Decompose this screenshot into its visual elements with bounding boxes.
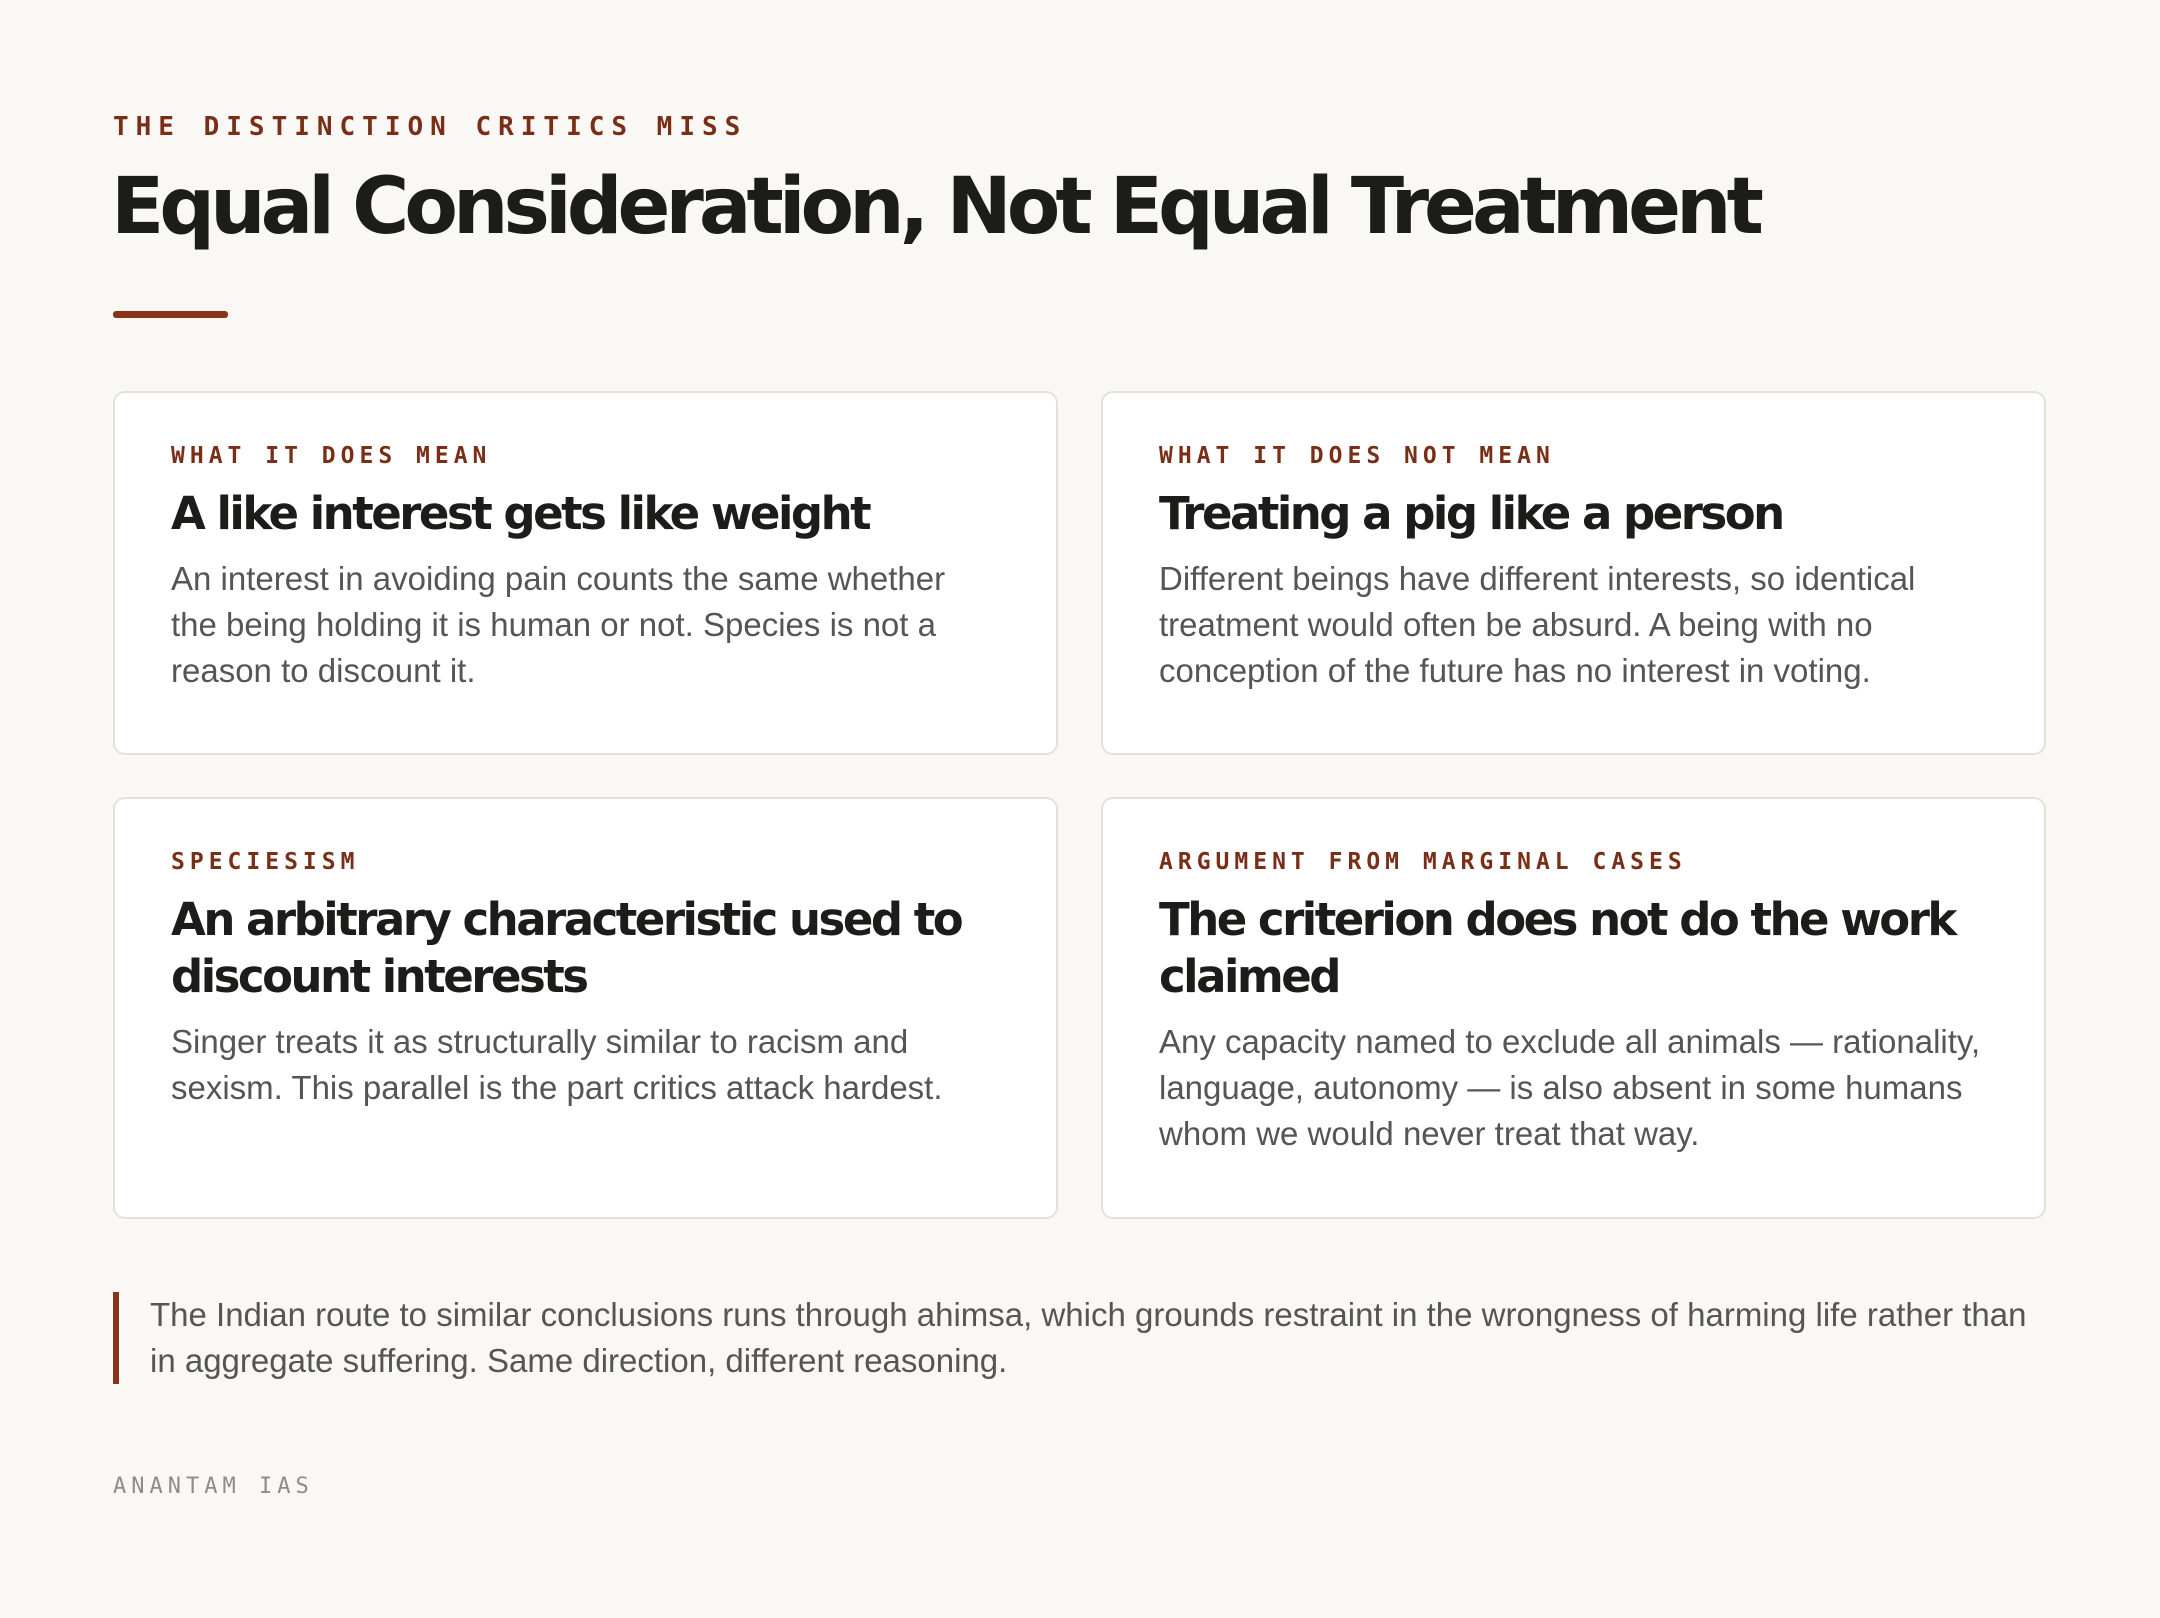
card-heading: The criterion does not do the work claim… — [1159, 893, 1957, 1003]
eyebrow: THE DISTINCTION CRITICS MISS — [113, 112, 748, 142]
card-body: Singer treats it as structurally similar… — [171, 1023, 943, 1106]
card: WHAT IT DOES MEAN A like interest gets li… — [113, 391, 1058, 755]
title: Equal Consideration, Not Equal Treatment — [111, 162, 1764, 252]
card-heading: A like interest gets like weight — [171, 487, 872, 540]
card-label: WHAT IT DOES MEAN — [171, 443, 492, 469]
card-label: ARGUMENT FROM MARGINAL CASES — [1159, 849, 1687, 875]
card-label: SPECIESISM — [171, 849, 360, 875]
card-body: Different beings have different interest… — [1159, 560, 1916, 689]
accent-rule — [113, 311, 228, 318]
card-heading: An arbitrary characteristic used to disc… — [171, 893, 964, 1003]
card-body: An interest in avoiding pain counts the … — [171, 560, 946, 689]
card: ARGUMENT FROM MARGINAL CASES The criterio… — [1101, 797, 2046, 1219]
card-heading: Treating a pig like a person — [1159, 487, 1785, 540]
card: WHAT IT DOES NOT MEAN Treating a pig like… — [1101, 391, 2046, 755]
card-label: WHAT IT DOES NOT MEAN — [1159, 443, 1555, 469]
card-body: Any capacity named to exclude all animal… — [1159, 1023, 1981, 1152]
footer: ANANTAM IAS — [113, 1474, 314, 1499]
note: The Indian route to similar conclusions … — [113, 1292, 2043, 1384]
card: SPECIESISM An arbitrary characteristic us… — [113, 797, 1058, 1219]
